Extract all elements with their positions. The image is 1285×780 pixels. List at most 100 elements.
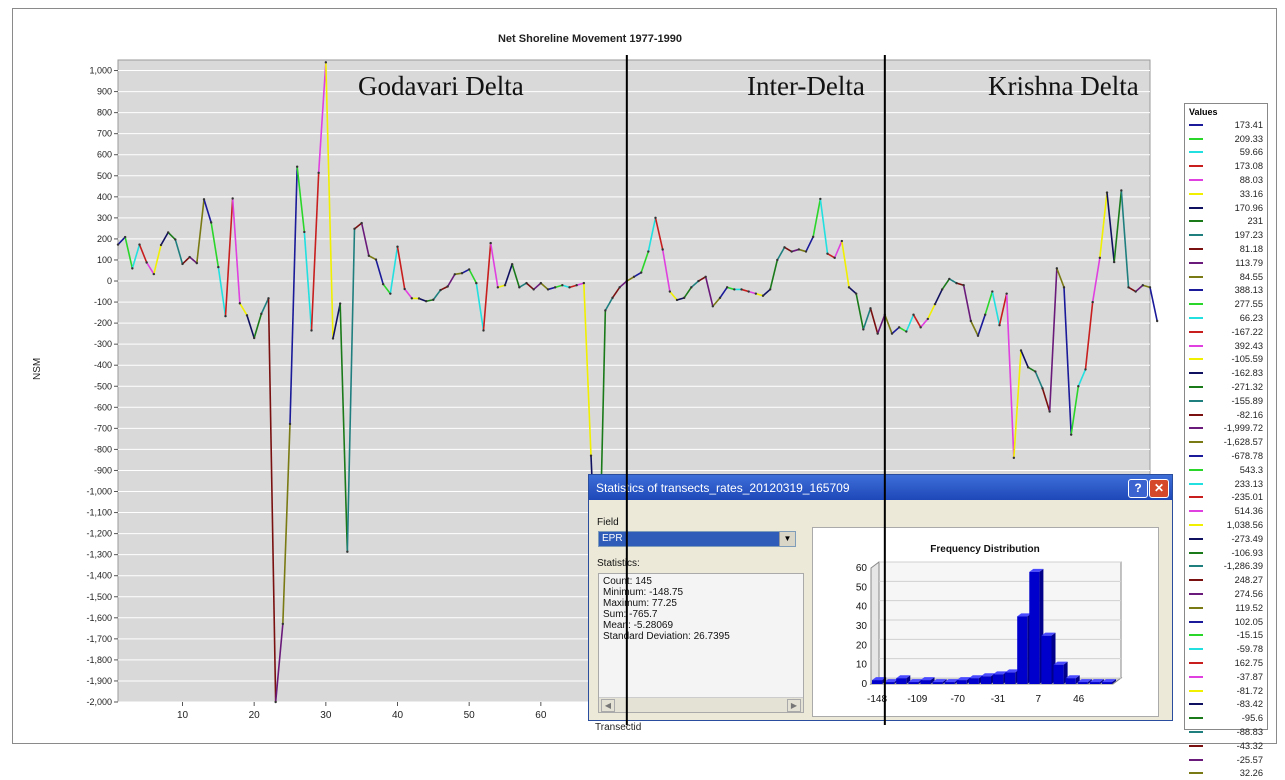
legend-label: -1,286.39 bbox=[1207, 561, 1263, 571]
histogram-y-tick-label: 20 bbox=[856, 640, 868, 651]
data-point bbox=[919, 326, 921, 328]
legend-label: -1,999.72 bbox=[1207, 423, 1263, 433]
legend-swatch bbox=[1189, 151, 1203, 153]
data-point bbox=[640, 271, 642, 273]
annotation-godavari-delta: Godavari Delta bbox=[358, 71, 524, 102]
y-tick-label: -2,000 bbox=[86, 697, 112, 707]
data-point bbox=[690, 286, 692, 288]
histogram-x-tick-label: -31 bbox=[991, 694, 1006, 705]
data-point bbox=[1013, 457, 1015, 459]
histogram-bar bbox=[957, 680, 967, 684]
y-tick-label: -900 bbox=[94, 465, 112, 475]
legend-label: 392.43 bbox=[1207, 341, 1263, 351]
stat-maximum: Maximum: 77.25 bbox=[603, 598, 799, 609]
y-tick-label: -1,700 bbox=[86, 634, 112, 644]
histogram-x-tick-label: 7 bbox=[1036, 694, 1042, 705]
legend-swatch bbox=[1189, 331, 1203, 333]
data-point bbox=[1091, 301, 1093, 303]
data-point bbox=[1134, 290, 1136, 292]
data-point bbox=[196, 262, 198, 264]
legend-item: -271.32 bbox=[1189, 380, 1263, 394]
data-point bbox=[769, 288, 771, 290]
legend-swatch bbox=[1189, 276, 1203, 278]
legend-label: 173.41 bbox=[1207, 120, 1263, 130]
data-point bbox=[332, 337, 334, 339]
histogram-y-tick-label: 50 bbox=[856, 582, 868, 593]
histogram-bar bbox=[945, 682, 955, 684]
help-button[interactable]: ? bbox=[1128, 479, 1148, 498]
histogram-y-tick-label: 60 bbox=[856, 563, 868, 574]
legend-item: 162.75 bbox=[1189, 656, 1263, 670]
data-point bbox=[826, 252, 828, 254]
y-tick-label: -100 bbox=[94, 297, 112, 307]
data-point bbox=[489, 242, 491, 244]
legend-item: -82.16 bbox=[1189, 408, 1263, 422]
legend-label: -25.57 bbox=[1207, 755, 1263, 765]
scroll-left-icon[interactable]: ◀ bbox=[601, 699, 615, 712]
data-point bbox=[260, 313, 262, 315]
legend-swatch bbox=[1189, 289, 1203, 291]
legend-item: -678.78 bbox=[1189, 449, 1263, 463]
close-button[interactable]: ✕ bbox=[1149, 479, 1169, 498]
legend-swatch bbox=[1189, 690, 1203, 692]
legend-label: -82.16 bbox=[1207, 410, 1263, 420]
legend-item: 277.55 bbox=[1189, 297, 1263, 311]
legend-label: 248.27 bbox=[1207, 575, 1263, 585]
annotation-inter-delta: Inter-Delta bbox=[747, 71, 865, 102]
data-point bbox=[303, 231, 305, 233]
data-point bbox=[568, 286, 570, 288]
y-tick-label: -500 bbox=[94, 381, 112, 391]
histogram-title: Frequency Distribution bbox=[930, 544, 1039, 555]
data-point bbox=[425, 300, 427, 302]
data-point bbox=[289, 423, 291, 425]
legend-label: -167.22 bbox=[1207, 327, 1263, 337]
data-point bbox=[712, 305, 714, 307]
legend-item: -1,999.72 bbox=[1189, 422, 1263, 436]
data-point bbox=[339, 302, 341, 304]
legend-label: -83.42 bbox=[1207, 699, 1263, 709]
data-point bbox=[160, 244, 162, 246]
chevron-down-icon[interactable]: ▼ bbox=[779, 532, 795, 546]
legend-item: -83.42 bbox=[1189, 697, 1263, 711]
dialog-titlebar[interactable]: Statistics of transects_rates_20120319_1… bbox=[589, 475, 1172, 500]
y-tick-label: 800 bbox=[97, 108, 112, 118]
stat-count: Count: 145 bbox=[603, 576, 799, 587]
y-tick-label: -200 bbox=[94, 318, 112, 328]
legend-label: -106.93 bbox=[1207, 548, 1263, 558]
scroll-right-icon[interactable]: ▶ bbox=[787, 699, 801, 712]
data-point bbox=[203, 198, 205, 200]
data-point bbox=[618, 286, 620, 288]
legend-label: 88.03 bbox=[1207, 175, 1263, 185]
legend-label: -678.78 bbox=[1207, 451, 1263, 461]
data-point bbox=[755, 292, 757, 294]
legend-label: 119.52 bbox=[1207, 603, 1263, 613]
data-point bbox=[346, 551, 348, 553]
data-point bbox=[833, 257, 835, 259]
legend-swatch bbox=[1189, 303, 1203, 305]
data-point bbox=[360, 222, 362, 224]
data-point bbox=[1106, 191, 1108, 193]
histogram-bar bbox=[981, 676, 991, 684]
data-point bbox=[1048, 410, 1050, 412]
y-tick-label: -300 bbox=[94, 339, 112, 349]
legend-item: -105.59 bbox=[1189, 353, 1263, 367]
stats-scrollbar[interactable]: ◀ ▶ bbox=[599, 697, 803, 712]
data-point bbox=[239, 302, 241, 304]
histogram-y-tick-label: 0 bbox=[861, 679, 867, 690]
field-select[interactable]: EPR ▼ bbox=[598, 531, 796, 547]
legend-label: -81.72 bbox=[1207, 686, 1263, 696]
legend-label: 162.75 bbox=[1207, 658, 1263, 668]
y-tick-label: 300 bbox=[97, 213, 112, 223]
y-tick-label: -1,200 bbox=[86, 529, 112, 539]
data-point bbox=[518, 286, 520, 288]
data-point bbox=[590, 455, 592, 457]
legend-swatch bbox=[1189, 703, 1203, 705]
legend-swatch bbox=[1189, 262, 1203, 264]
data-point bbox=[396, 246, 398, 248]
x-tick-label: 10 bbox=[177, 710, 189, 721]
legend-label: 81.18 bbox=[1207, 244, 1263, 254]
legend-swatch bbox=[1189, 124, 1203, 126]
data-point bbox=[1127, 286, 1129, 288]
x-tick-label: 20 bbox=[249, 710, 261, 721]
legend-item: -81.72 bbox=[1189, 684, 1263, 698]
